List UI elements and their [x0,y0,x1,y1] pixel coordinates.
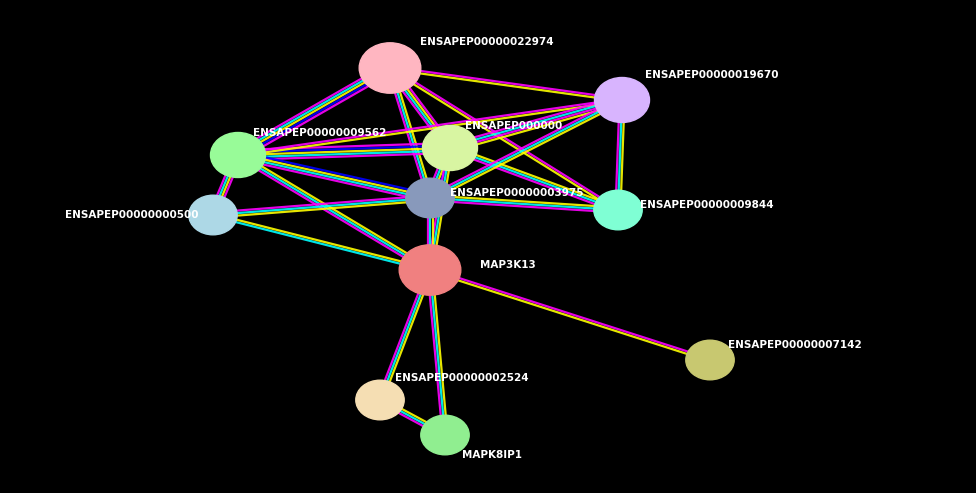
Text: MAP3K13: MAP3K13 [480,260,536,270]
Ellipse shape [211,133,265,177]
Ellipse shape [188,195,237,235]
Ellipse shape [406,178,454,218]
Text: ENSAPEP00000000500: ENSAPEP00000000500 [64,210,198,220]
Ellipse shape [423,126,477,171]
Text: ENSAPEP00000003975: ENSAPEP00000003975 [450,188,584,198]
Ellipse shape [399,245,461,295]
Text: ENSAPEP00000002524: ENSAPEP00000002524 [395,373,529,383]
Ellipse shape [594,77,649,122]
Text: ENSAPEP00000009562: ENSAPEP00000009562 [253,128,386,138]
Ellipse shape [686,340,734,380]
Text: ENSAPEP00000009844: ENSAPEP00000009844 [640,200,774,210]
Text: ENSAPEP00000022974: ENSAPEP00000022974 [420,37,553,47]
Ellipse shape [359,43,421,93]
Text: ENSAPEP00000007142: ENSAPEP00000007142 [728,340,862,350]
Text: ENSAPEP00000019670: ENSAPEP00000019670 [645,70,779,80]
Ellipse shape [421,415,469,455]
Ellipse shape [356,380,404,420]
Ellipse shape [593,190,642,230]
Text: ENSAPEP000000: ENSAPEP000000 [465,121,562,131]
Text: MAPK8IP1: MAPK8IP1 [462,450,522,460]
